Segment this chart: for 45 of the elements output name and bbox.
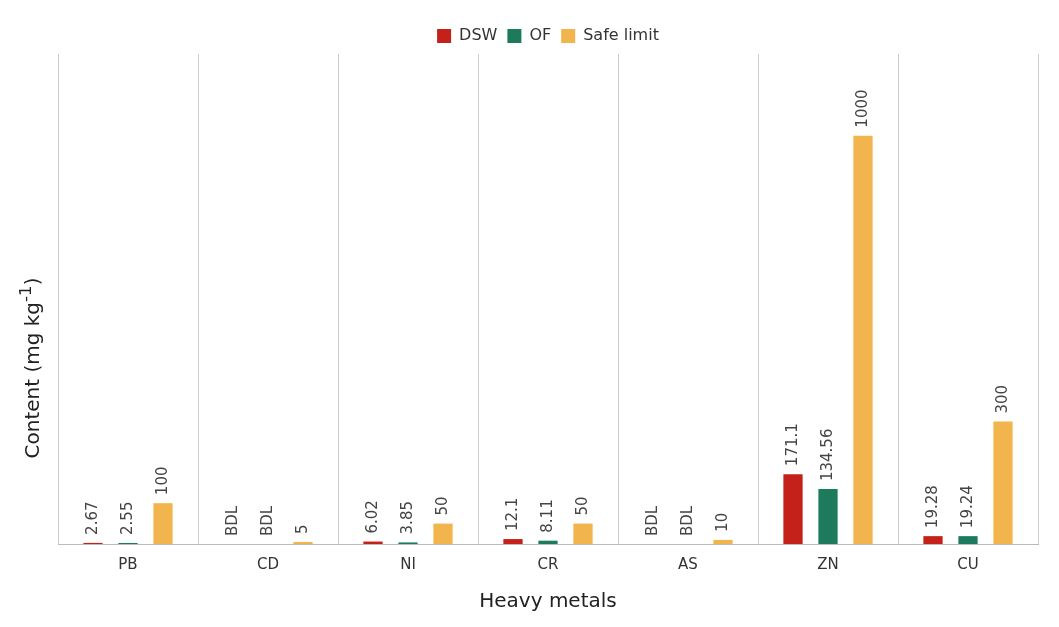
data-label: 8.11	[537, 499, 556, 533]
bar	[538, 540, 558, 544]
data-label: 100	[152, 466, 171, 496]
x-axis-title: Heavy metals	[479, 588, 617, 613]
bar	[818, 489, 838, 544]
data-label: 50	[572, 496, 591, 516]
legend-label: DSW	[459, 25, 498, 45]
x-tick-label: CR	[537, 554, 559, 573]
bar	[503, 539, 523, 544]
data-label: 50	[432, 496, 451, 516]
bar	[293, 541, 313, 544]
data-label: 5	[292, 524, 311, 534]
legend-label: OF	[529, 25, 552, 45]
x-tick-label: ZN	[817, 554, 839, 573]
data-label: 19.24	[957, 485, 976, 529]
bar	[853, 135, 873, 544]
data-label: 10	[712, 512, 731, 532]
text: BDL	[222, 505, 241, 536]
data-label: 12.1	[502, 497, 521, 532]
bar	[993, 421, 1013, 544]
bar	[713, 539, 733, 544]
data-label: 2.55	[117, 501, 136, 535]
data-label: 2.67	[82, 501, 101, 535]
x-tick-label: AS	[678, 554, 698, 573]
x-tick-label: CD	[256, 554, 280, 573]
bar	[153, 503, 173, 544]
x-tick-label: NI	[400, 554, 416, 573]
text: BDL	[642, 505, 661, 536]
text: BDL	[677, 505, 696, 536]
bar	[433, 523, 453, 544]
x-tick-label: PB	[118, 554, 138, 573]
bar	[958, 536, 978, 544]
data-label: 300	[992, 384, 1011, 414]
bar	[783, 474, 803, 544]
data-label: 134.56	[817, 428, 836, 482]
data-label: 1000	[852, 89, 871, 128]
data-label: 6.02	[362, 500, 381, 534]
data-label: 3.85	[397, 501, 416, 535]
bar	[573, 523, 593, 544]
x-tick-label: CU	[957, 554, 979, 573]
legend-label: Safe limit	[583, 25, 659, 45]
data-label: 19.28	[922, 485, 941, 529]
data-label: 171.1	[782, 423, 801, 467]
bar	[923, 536, 943, 544]
text: BDL	[257, 505, 276, 536]
